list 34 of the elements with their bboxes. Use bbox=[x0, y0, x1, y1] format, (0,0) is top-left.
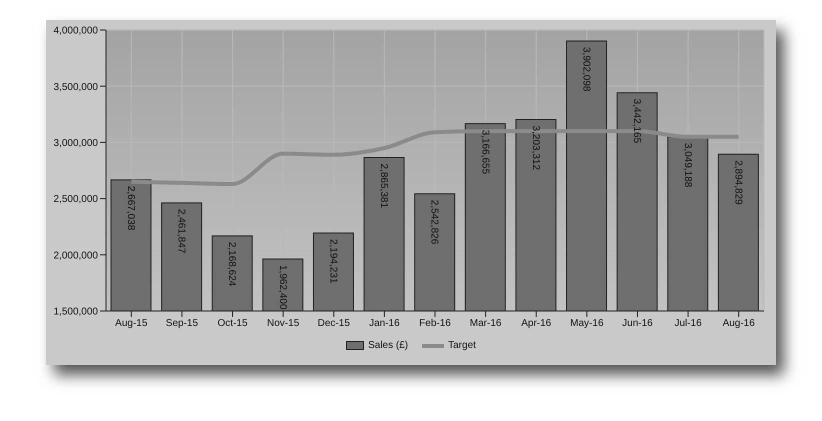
x-tick-label: Apr-16 bbox=[521, 318, 552, 330]
data-label: 2,894,829 bbox=[732, 160, 744, 206]
data-label: 3,203,312 bbox=[530, 126, 541, 170]
x-tick-label: Aug-16 bbox=[722, 318, 756, 330]
data-label: 3,442,165 bbox=[631, 98, 642, 144]
x-tick-label: Sep-15 bbox=[166, 318, 198, 330]
data-label: 2,168,624 bbox=[226, 242, 238, 287]
data-label: 2,865,381 bbox=[378, 164, 390, 208]
x-tick-label: Feb-16 bbox=[419, 318, 452, 330]
x-tick-label: Dec-15 bbox=[318, 318, 350, 330]
x-tick-label: Nov-15 bbox=[267, 318, 300, 330]
x-tick-label: Oct-15 bbox=[218, 318, 248, 330]
y-tick-label: 4,000,000 bbox=[54, 26, 98, 37]
data-label: 3,902,098 bbox=[580, 47, 592, 92]
x-tick-label: Jan-16 bbox=[369, 318, 400, 330]
y-tick-label: 2,500,000 bbox=[54, 194, 98, 206]
x-tick-label: Jun-16 bbox=[622, 318, 654, 330]
data-label: 2,667,038 bbox=[125, 186, 136, 231]
y-tick-label: 3,500,000 bbox=[54, 82, 98, 93]
data-label: 2,194,231 bbox=[327, 238, 338, 284]
x-tick-label: Mar-16 bbox=[470, 318, 502, 330]
data-label: 2,542,826 bbox=[428, 200, 440, 245]
x-tick-label: May-16 bbox=[570, 318, 604, 330]
y-tick-label: 3,000,000 bbox=[54, 138, 98, 149]
data-label: 2,461,847 bbox=[176, 208, 187, 254]
x-tick-label: Jul-16 bbox=[674, 318, 702, 330]
legend-label: Target bbox=[448, 340, 476, 351]
data-label: 1,962,400 bbox=[276, 265, 288, 310]
data-label: 3,166,655 bbox=[479, 130, 490, 175]
y-tick-label: 2,000,000 bbox=[54, 250, 98, 262]
x-tick-label: Aug-15 bbox=[115, 318, 148, 330]
data-label: 3,049,188 bbox=[682, 142, 693, 188]
y-tick-label: 1,500,000 bbox=[54, 306, 98, 318]
legend-label: Sales (£) bbox=[368, 340, 408, 351]
